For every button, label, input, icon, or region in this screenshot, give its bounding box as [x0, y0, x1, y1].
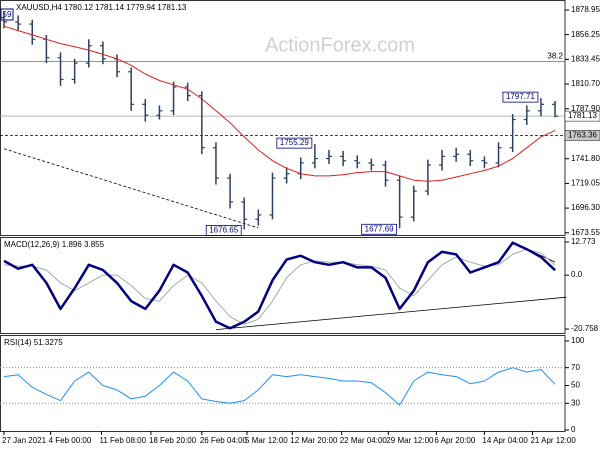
panel-title: XAUUSD,H4 1780.12 1781.14 1779.94 1781.1…: [16, 3, 187, 12]
y-tick-label: 30: [571, 398, 580, 407]
price-tag-label: 1763.36: [568, 130, 597, 139]
panel-title: RSI(14) 51.3275: [4, 338, 63, 347]
price-tag: [564, 110, 600, 122]
annotation-label: 1676.65: [209, 226, 238, 235]
y-tick-label: 1719.05: [571, 179, 600, 188]
panel-title: MACD(12,26,9) 1.896 3.855: [4, 240, 105, 249]
x-tick-label: 4 Feb 00:00: [49, 436, 92, 445]
moving-average: [3, 25, 556, 182]
x-tick-label: 27 Jan 2021: [2, 436, 47, 445]
annotation-box: [205, 225, 242, 236]
y-tick-label: 1878.95: [571, 5, 600, 14]
annotation-box: [502, 91, 539, 103]
annotation-label: 1755.29: [280, 138, 309, 147]
y-tick-label: 1833.45: [571, 54, 600, 63]
y-tick-label: 12.773: [571, 237, 596, 246]
x-tick-label: 12 Mar 20:00: [290, 436, 338, 445]
watermark: ActionForex.com: [265, 34, 415, 56]
y-tick-label: -20.758: [571, 324, 599, 333]
x-tick-label: 5 Mar 12:00: [245, 436, 288, 445]
y-tick-label: 1810.70: [571, 79, 600, 88]
level-label: 38.2: [547, 51, 563, 60]
trend-line: [3, 148, 259, 229]
x-tick-label: 6 Apr 20:00: [434, 436, 475, 445]
indicator-line: [3, 248, 556, 325]
y-tick-label: 1696.30: [571, 203, 600, 212]
badge-box: [0, 8, 14, 21]
price-tag: [564, 130, 600, 141]
x-tick-label: 26 Feb 04:00: [200, 436, 248, 445]
panel-frame: [0, 237, 566, 334]
panel-frame: [0, 335, 566, 432]
badge: 59: [3, 10, 12, 19]
y-tick-label: 50: [571, 381, 580, 390]
y-tick-label: 1673.55: [571, 228, 600, 237]
x-tick-label: 21 Apr 12:00: [530, 436, 576, 445]
annotation-box: [361, 223, 398, 235]
annotation-label: 1677.69: [365, 224, 394, 233]
y-tick-label: 0.0: [571, 270, 583, 279]
x-tick-label: 29 Mar 12:00: [386, 436, 434, 445]
y-tick-label: 100: [571, 336, 585, 345]
y-tick-label: 1741.80: [571, 154, 600, 163]
x-tick-label: 18 Feb 20:00: [149, 436, 197, 445]
y-tick-label: 1787.90: [571, 104, 600, 113]
y-tick-label: 70: [571, 363, 580, 372]
x-tick-label: 11 Feb 08:00: [99, 436, 146, 445]
x-tick-label: 14 Apr 04:00: [482, 436, 528, 445]
y-tick-label: 1856.25: [571, 30, 600, 39]
price-tag-label: 1781.13: [568, 111, 597, 120]
y-tick-label: 0: [571, 425, 576, 434]
trend-line: [215, 296, 567, 331]
indicator-line: [3, 241, 556, 330]
annotation-label: 1797.71: [506, 92, 535, 101]
annotation-box: [276, 137, 313, 149]
indicator-line: [3, 367, 556, 406]
x-tick-label: 22 Mar 04:00: [340, 436, 388, 445]
